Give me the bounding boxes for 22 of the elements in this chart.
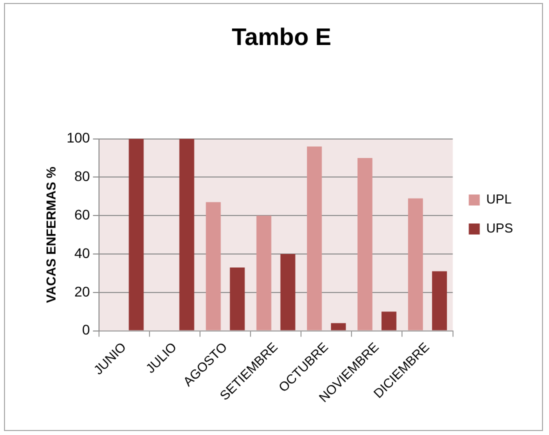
bar [179,138,194,330]
y-tick-label: 20 [74,283,90,300]
legend-label: UPL [486,192,512,207]
bar [128,138,144,330]
bar [382,312,396,330]
y-tick-label: 80 [74,168,90,184]
bar [256,216,272,330]
bar [432,271,447,330]
y-tick-label: 0 [82,322,90,338]
bar [306,146,322,330]
bar [330,323,346,330]
y-axis-title: VACAS ENFERMAS % [43,166,58,303]
bar [408,198,423,330]
bar [280,254,296,330]
chart-title: Tambo E [232,24,332,52]
bar [358,158,372,330]
y-tick-label: 40 [74,244,90,261]
bar [206,202,221,330]
y-tick-label: 60 [74,206,90,222]
bar [230,267,245,330]
y-tick-label: 100 [66,130,90,146]
legend-label: UPS [486,220,514,236]
